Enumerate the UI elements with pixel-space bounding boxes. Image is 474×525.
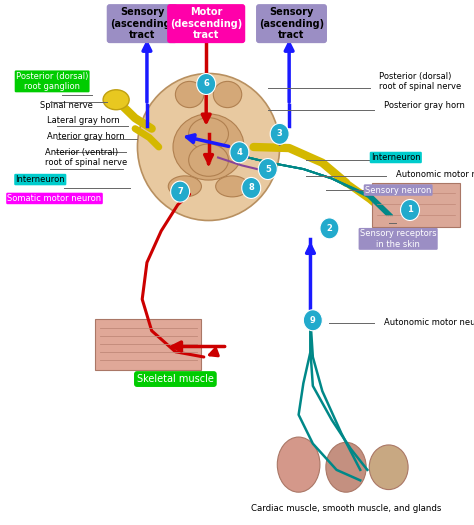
Text: Somatic motor neuron: Somatic motor neuron [8, 194, 101, 203]
Ellipse shape [213, 81, 242, 108]
Text: Posterior (dorsal)
root ganglion: Posterior (dorsal) root ganglion [16, 72, 88, 91]
Ellipse shape [189, 144, 228, 176]
Text: 4: 4 [237, 148, 242, 157]
Ellipse shape [173, 114, 244, 180]
Text: Interneuron: Interneuron [371, 153, 420, 162]
Ellipse shape [369, 445, 408, 489]
Text: Motor
(descending)
tract: Motor (descending) tract [170, 7, 242, 40]
FancyBboxPatch shape [95, 319, 201, 370]
Text: Posterior gray horn: Posterior gray horn [384, 100, 465, 110]
Ellipse shape [175, 81, 204, 108]
Circle shape [242, 177, 261, 198]
Text: Anterior (ventral)
root of spinal nerve: Anterior (ventral) root of spinal nerve [45, 148, 128, 167]
Text: Sensory
(ascending)
tract: Sensory (ascending) tract [259, 7, 324, 40]
Text: 1: 1 [407, 205, 413, 215]
Text: Spinal nerve: Spinal nerve [40, 100, 93, 110]
Text: Sensory
(ascending)
tract: Sensory (ascending) tract [109, 7, 175, 40]
Ellipse shape [326, 442, 366, 492]
Ellipse shape [137, 74, 280, 220]
Text: 6: 6 [203, 79, 209, 89]
FancyBboxPatch shape [372, 183, 460, 227]
Text: 5: 5 [265, 164, 271, 174]
Circle shape [197, 74, 216, 94]
Ellipse shape [103, 90, 129, 110]
Text: Sensory receptors
in the skin: Sensory receptors in the skin [360, 229, 437, 248]
Circle shape [320, 218, 339, 239]
Ellipse shape [216, 176, 249, 197]
Text: Autonomic motor neuron: Autonomic motor neuron [384, 318, 474, 328]
Text: Cardiac muscle, smooth muscle, and glands: Cardiac muscle, smooth muscle, and gland… [251, 503, 441, 513]
Text: Posterior (dorsal)
root of spinal nerve: Posterior (dorsal) root of spinal nerve [379, 72, 462, 91]
Text: Autonomic motor neuron: Autonomic motor neuron [396, 170, 474, 179]
Text: Interneuron: Interneuron [16, 175, 65, 184]
Circle shape [171, 181, 190, 202]
Text: 8: 8 [248, 183, 254, 193]
Ellipse shape [277, 437, 320, 492]
Text: Lateral gray horn: Lateral gray horn [47, 116, 120, 125]
Ellipse shape [168, 176, 201, 197]
Circle shape [258, 159, 277, 180]
Circle shape [401, 200, 419, 220]
Text: Anterior gray horn: Anterior gray horn [47, 132, 125, 141]
Text: Sensory neuron: Sensory neuron [365, 185, 431, 195]
Text: 2: 2 [327, 224, 332, 233]
Circle shape [303, 310, 322, 331]
Ellipse shape [189, 118, 228, 150]
Circle shape [270, 123, 289, 144]
Text: 9: 9 [310, 316, 316, 325]
Text: 7: 7 [177, 187, 183, 196]
Text: 3: 3 [277, 129, 283, 139]
Circle shape [230, 142, 249, 163]
Text: Skeletal muscle: Skeletal muscle [137, 374, 214, 384]
